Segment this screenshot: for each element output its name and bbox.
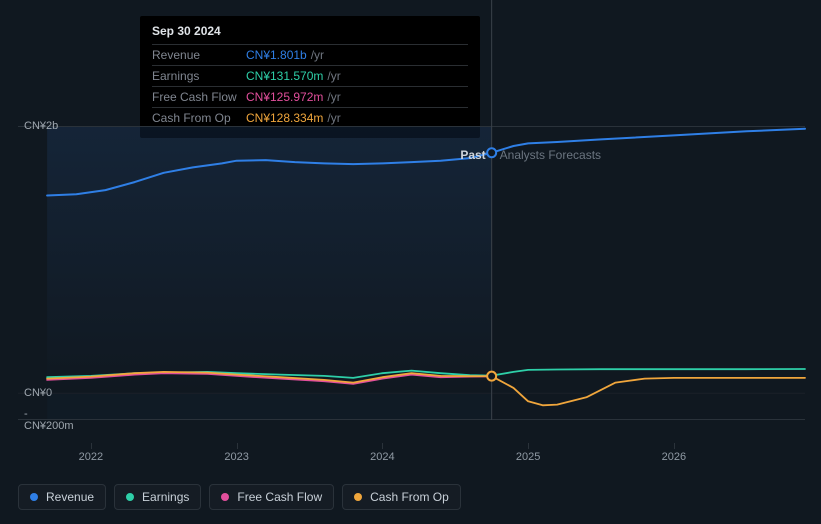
y-axis-label: CN¥2b	[24, 120, 58, 132]
legend-item-revenue[interactable]: Revenue	[18, 484, 106, 510]
tooltip-row-label: Cash From Op	[152, 111, 246, 125]
tooltip-row-label: Free Cash Flow	[152, 90, 246, 104]
tooltip-row-unit: /yr	[327, 69, 340, 83]
legend-item-fcf[interactable]: Free Cash Flow	[209, 484, 334, 510]
x-tick	[237, 443, 238, 449]
x-axis-label: 2024	[370, 451, 394, 463]
chart-legend: Revenue Earnings Free Cash Flow Cash From O…	[18, 484, 461, 510]
chart-section-labels: Past Analysts Forecasts	[18, 148, 805, 168]
tooltip-row-unit: /yr	[327, 111, 340, 125]
tooltip-row-value: CN¥125.972m	[246, 90, 323, 104]
tooltip-row: Cash From OpCN¥128.334m/yr	[152, 107, 468, 128]
tooltip-row-value: CN¥128.334m	[246, 111, 323, 125]
tooltip-row: RevenueCN¥1.801b/yr	[152, 44, 468, 65]
legend-label: Revenue	[46, 490, 94, 504]
tooltip-row-unit: /yr	[327, 90, 340, 104]
legend-label: Earnings	[142, 490, 189, 504]
tooltip-row-unit: /yr	[311, 48, 324, 62]
x-axis-label: 2025	[516, 451, 540, 463]
x-tick	[382, 443, 383, 449]
x-tick	[674, 443, 675, 449]
legend-label: Free Cash Flow	[237, 490, 322, 504]
revenue-dot-icon	[30, 493, 38, 501]
x-tick	[528, 443, 529, 449]
tooltip-row: Free Cash FlowCN¥125.972m/yr	[152, 86, 468, 107]
tooltip-row: EarningsCN¥131.570m/yr	[152, 65, 468, 86]
x-axis-label: 2022	[79, 451, 103, 463]
tooltip-row-label: Earnings	[152, 69, 246, 83]
forecast-label: Analysts Forecasts	[500, 148, 601, 162]
x-axis-label: 2026	[662, 451, 686, 463]
tooltip-row-label: Revenue	[152, 48, 246, 62]
legend-item-cfo[interactable]: Cash From Op	[342, 484, 461, 510]
chart-tooltip: Sep 30 2024 RevenueCN¥1.801b/yrEarningsC…	[140, 16, 480, 138]
tooltip-date: Sep 30 2024	[152, 24, 468, 44]
chart-x-axis: 2022 2023 2024 2025 2026	[18, 443, 805, 463]
x-tick	[91, 443, 92, 449]
earnings-dot-icon	[126, 493, 134, 501]
chart-svg	[18, 126, 805, 420]
legend-label: Cash From Op	[370, 490, 449, 504]
past-label: Past	[460, 148, 485, 162]
x-axis-label: 2023	[224, 451, 248, 463]
tooltip-row-value: CN¥1.801b	[246, 48, 307, 62]
tooltip-row-value: CN¥131.570m	[246, 69, 323, 83]
legend-item-earnings[interactable]: Earnings	[114, 484, 201, 510]
chart-plot-area: CN¥2bCN¥0-CN¥200m	[18, 126, 805, 420]
y-axis-label: CN¥0	[24, 387, 52, 399]
cfo-marker	[487, 372, 496, 381]
y-axis-label: -CN¥200m	[24, 408, 74, 432]
cfo-dot-icon	[354, 493, 362, 501]
fcf-dot-icon	[221, 493, 229, 501]
